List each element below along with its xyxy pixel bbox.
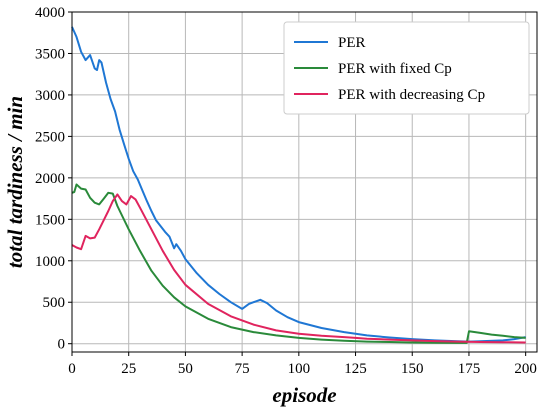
y-axis-label: total tardiness / min — [3, 96, 27, 268]
x-tick-label: 100 — [288, 361, 311, 377]
x-tick-label: 125 — [344, 361, 367, 377]
y-tick-label: 4000 — [35, 5, 65, 21]
series-line-per — [71, 26, 526, 343]
y-tick-label: 3500 — [35, 46, 65, 62]
y-tick-label: 2500 — [35, 129, 65, 145]
legend-label-per: PER — [338, 35, 366, 51]
legend-label-fixed-cp: PER with fixed Cp — [338, 61, 452, 77]
series-line-fixed-cp — [71, 183, 526, 344]
x-tick-label: 0 — [68, 361, 76, 377]
legend-box — [283, 21, 530, 115]
x-tick-label: 150 — [401, 361, 424, 377]
x-tick-label: 175 — [458, 361, 481, 377]
series-line-decreasing-cp — [71, 193, 526, 344]
y-tick-label: 500 — [43, 295, 66, 311]
x-tick-label: 50 — [178, 361, 193, 377]
y-tick-label: 3000 — [35, 88, 65, 104]
series-lines — [71, 26, 526, 344]
legend: PER PER with fixed Cp PER with decreasin… — [283, 21, 530, 115]
x-tick-label: 200 — [514, 361, 537, 377]
y-tick-label: 0 — [58, 337, 66, 353]
x-tick-label: 75 — [235, 361, 250, 377]
x-axis-label: episode — [272, 383, 336, 407]
x-tick-label: 25 — [121, 361, 136, 377]
y-tick-label: 1000 — [35, 254, 65, 270]
legend-label-decreasing-cp: PER with decreasing Cp — [338, 87, 485, 103]
y-tick-label: 1500 — [35, 212, 65, 228]
y-tick-label: 2000 — [35, 171, 65, 187]
axis-ticks: 0 25 50 75 100 125 150 175 200050010001500200025… — [35, 5, 537, 377]
plot-frame — [71, 11, 538, 353]
